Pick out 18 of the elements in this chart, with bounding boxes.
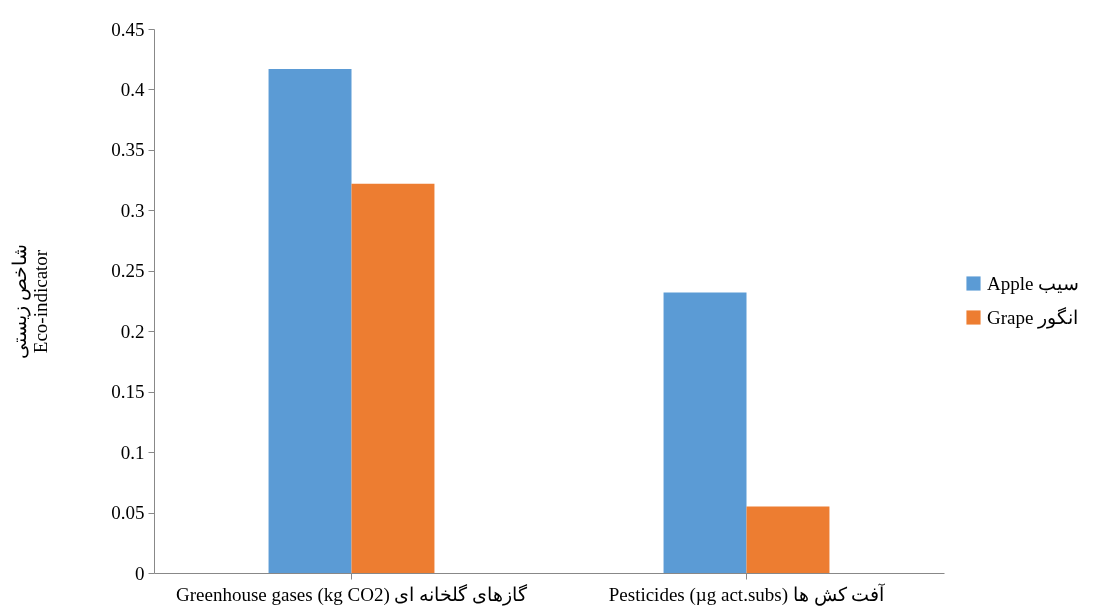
bar (351, 183, 435, 573)
y-tick-label: 0 (135, 562, 145, 584)
y-tick-label: 0.45 (111, 18, 145, 40)
y-tick-label: 0.2 (120, 320, 145, 342)
y-tick-label: 0.05 (111, 502, 145, 524)
y-tick-label: 0.15 (111, 381, 145, 403)
y-tick-label: 0.4 (120, 78, 145, 100)
x-tick-label: Pesticides (µg act.subs) آفت کش ها (608, 582, 886, 606)
y-tick-label: 0.25 (111, 260, 145, 282)
bar (663, 292, 747, 573)
bar (268, 68, 352, 573)
y-tick-label: 0.3 (120, 199, 145, 221)
y-tick-label: 0.1 (120, 441, 145, 463)
bar (746, 506, 830, 573)
legend-label: Apple سیب (987, 272, 1080, 294)
y-tick-label: 0.35 (111, 139, 145, 161)
legend-label: Grape انگور (987, 305, 1079, 329)
x-tick-label: Greenhouse gases (kg CO2) گازهای گلخانه ای (176, 582, 528, 606)
